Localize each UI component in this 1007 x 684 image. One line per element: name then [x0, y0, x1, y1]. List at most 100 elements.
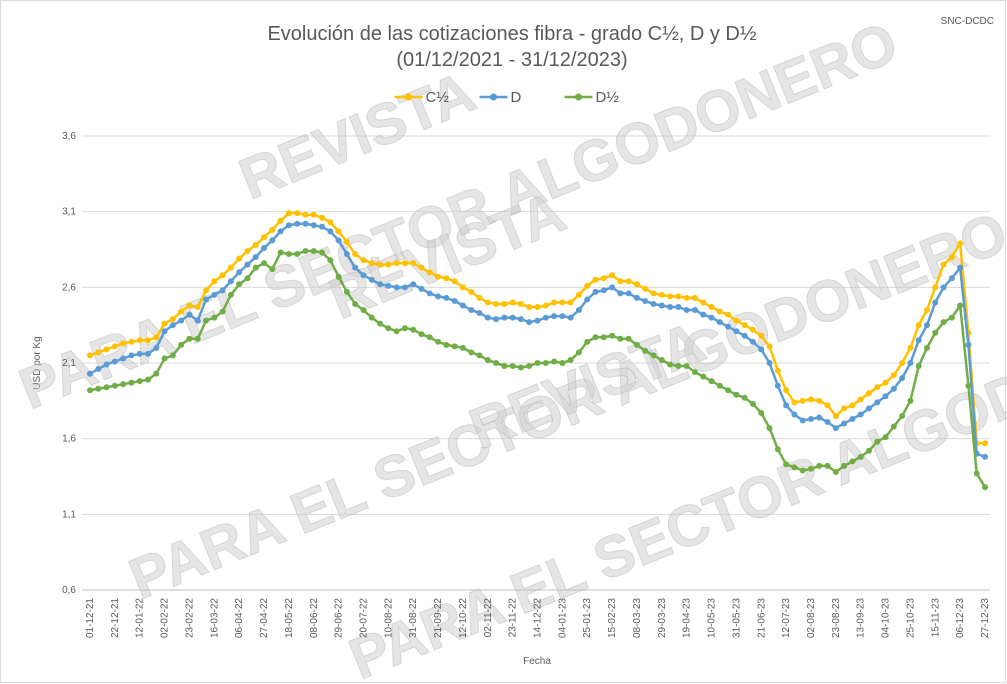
x-tick-label: 27-12-23 [980, 598, 991, 638]
data-point [194, 304, 201, 311]
data-point [294, 220, 301, 227]
data-point [749, 400, 756, 407]
data-point [468, 349, 475, 356]
data-point [476, 310, 483, 317]
data-point [501, 363, 508, 370]
data-point [178, 341, 185, 348]
data-point [269, 237, 276, 244]
data-point [650, 290, 657, 297]
x-tick-label: 31-08-22 [408, 598, 419, 638]
data-point [965, 341, 972, 348]
x-tick-label: 06-04-22 [234, 598, 245, 638]
data-point [87, 387, 93, 394]
data-point [95, 366, 102, 373]
data-point [849, 402, 856, 409]
data-point [310, 248, 317, 255]
data-point [360, 257, 367, 264]
data-point [542, 302, 549, 309]
data-point [120, 355, 127, 362]
x-tick-label: 21-06-23 [756, 598, 767, 638]
data-point [401, 325, 408, 332]
data-point [708, 304, 715, 311]
data-point [799, 397, 806, 404]
data-point [377, 320, 384, 327]
data-point [567, 299, 574, 306]
data-point [385, 325, 392, 332]
data-point [153, 370, 160, 377]
data-point [758, 332, 765, 339]
data-point [343, 238, 350, 245]
data-point [774, 446, 781, 453]
x-tick-label: 12-01-22 [135, 598, 146, 638]
data-point [807, 415, 814, 422]
y-axis-label: USD por Kg [32, 336, 43, 389]
data-point [957, 240, 964, 247]
data-point [95, 349, 102, 356]
x-tick-label: 04-01-23 [557, 598, 568, 638]
data-point [161, 320, 168, 327]
data-point [816, 397, 823, 404]
data-point [451, 297, 458, 304]
data-point [211, 314, 218, 321]
data-point [865, 405, 872, 412]
data-point [476, 294, 483, 301]
data-point [741, 394, 748, 401]
data-point [874, 399, 881, 406]
data-point [327, 219, 334, 226]
data-point [145, 337, 152, 344]
data-point [219, 308, 226, 315]
data-point [691, 294, 698, 301]
data-point [269, 226, 276, 233]
data-point [824, 402, 831, 409]
data-point [426, 334, 433, 341]
data-point [841, 420, 848, 427]
data-point [335, 237, 342, 244]
data-point [725, 387, 732, 394]
data-point [120, 381, 127, 388]
data-point [559, 313, 566, 320]
legend-marker [575, 93, 582, 101]
data-point [725, 311, 732, 318]
data-point [633, 341, 640, 348]
data-point [517, 364, 524, 371]
data-point [683, 363, 690, 370]
data-point [832, 425, 839, 432]
x-tick-label: 23-08-23 [831, 598, 842, 638]
data-point [509, 299, 516, 306]
data-point [575, 307, 582, 314]
data-point [393, 284, 400, 291]
data-point [443, 341, 450, 348]
data-point [493, 360, 500, 366]
data-point [509, 363, 516, 370]
data-point [890, 372, 897, 379]
data-point [203, 287, 210, 294]
data-point [948, 314, 955, 321]
data-point [269, 266, 276, 273]
data-point [443, 275, 450, 282]
x-tick-label: 23-11-22 [508, 598, 519, 638]
x-tick-label: 29-06-22 [334, 598, 345, 638]
data-point [567, 314, 574, 321]
data-point [667, 304, 674, 311]
data-point [584, 282, 591, 289]
data-point [169, 322, 176, 329]
data-point [708, 314, 715, 321]
data-point [633, 281, 640, 288]
data-point [111, 358, 118, 365]
data-point [418, 264, 425, 271]
data-point [575, 291, 582, 298]
data-point [774, 367, 781, 374]
y-tick-label: 0,6 [62, 585, 76, 596]
data-point [716, 382, 723, 389]
data-point [923, 344, 930, 351]
data-point [923, 307, 930, 314]
data-point [849, 415, 856, 422]
data-point [194, 335, 201, 342]
data-point [683, 294, 690, 301]
data-point [857, 453, 864, 460]
y-tick-label: 2,6 [62, 282, 76, 293]
data-point [161, 328, 168, 335]
data-point [128, 379, 135, 386]
data-point [766, 343, 773, 350]
data-point [261, 244, 268, 251]
